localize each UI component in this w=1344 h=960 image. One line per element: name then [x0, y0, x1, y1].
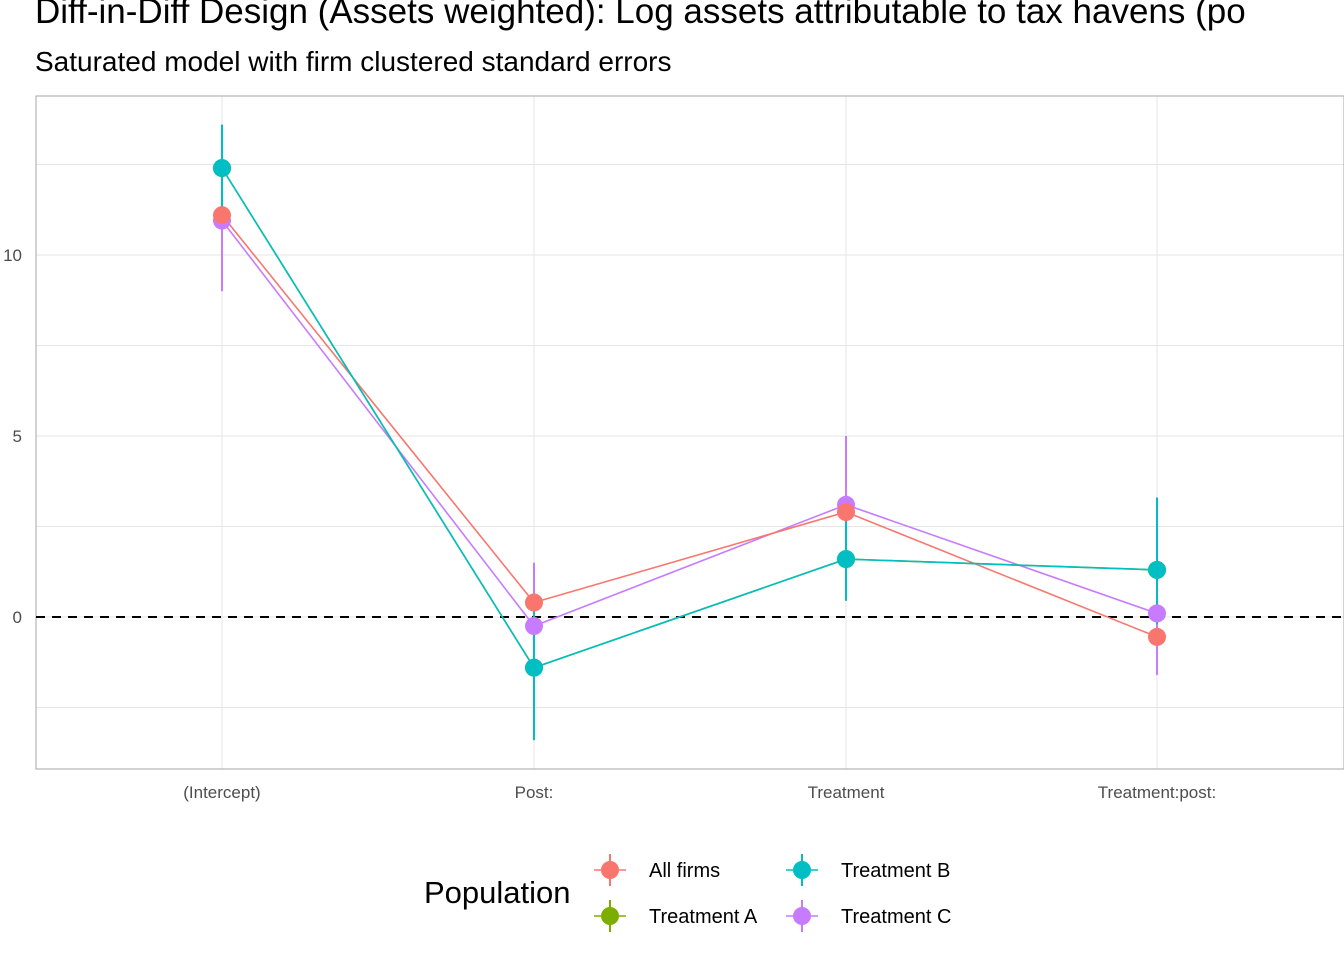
plot-border: [35, 95, 1344, 770]
series-line: [221, 220, 1158, 628]
y-tick-label: 5: [13, 427, 22, 446]
chart-subtitle: Saturated model with firm clustered stan…: [35, 46, 672, 77]
legend-key: [786, 900, 818, 932]
data-point: [525, 593, 543, 612]
data-point: [213, 159, 231, 178]
x-tick-label: Post:: [515, 783, 554, 802]
legend-key: [786, 854, 818, 886]
legend-key: [594, 854, 626, 886]
data-point: [1148, 560, 1166, 579]
series-line: [221, 214, 1158, 638]
series-line: [221, 167, 1158, 669]
legend-key-point: [601, 861, 619, 879]
legend-label: Treatment B: [841, 860, 950, 882]
series-layer: [213, 124, 1166, 741]
y-tick-label: 0: [13, 608, 22, 627]
legend: Population All firms Treatment A Treatment…: [424, 854, 951, 932]
y-tick-label: 10: [3, 246, 22, 265]
legend-label: Treatment A: [649, 906, 758, 928]
data-point: [525, 658, 543, 677]
legend-title: Population: [424, 875, 571, 910]
data-point: [1148, 604, 1166, 623]
data-point: [837, 550, 855, 569]
chart-title: Diff-in-Diff Design (Assets weighted): L…: [35, 0, 1246, 31]
series-line: [221, 167, 1158, 669]
x-tick-label: (Intercept): [183, 783, 260, 802]
grid: [36, 96, 1344, 769]
data-point: [213, 206, 231, 225]
legend-key-point: [793, 907, 811, 925]
data-point: [525, 617, 543, 636]
legend-label: Treatment C: [841, 906, 951, 928]
data-point: [837, 503, 855, 522]
legend-key-point: [793, 861, 811, 879]
y-axis-ticks: 0 5 10: [3, 246, 22, 627]
x-tick-label: Treatment:post:: [1098, 783, 1216, 802]
legend-label: All firms: [649, 860, 720, 882]
x-axis-ticks: (Intercept) Post: Treatment Treatment:post:: [183, 783, 1216, 802]
x-tick-label: Treatment: [808, 783, 885, 802]
data-point: [1148, 627, 1166, 646]
legend-key: [594, 900, 626, 932]
legend-key-point: [601, 907, 619, 925]
